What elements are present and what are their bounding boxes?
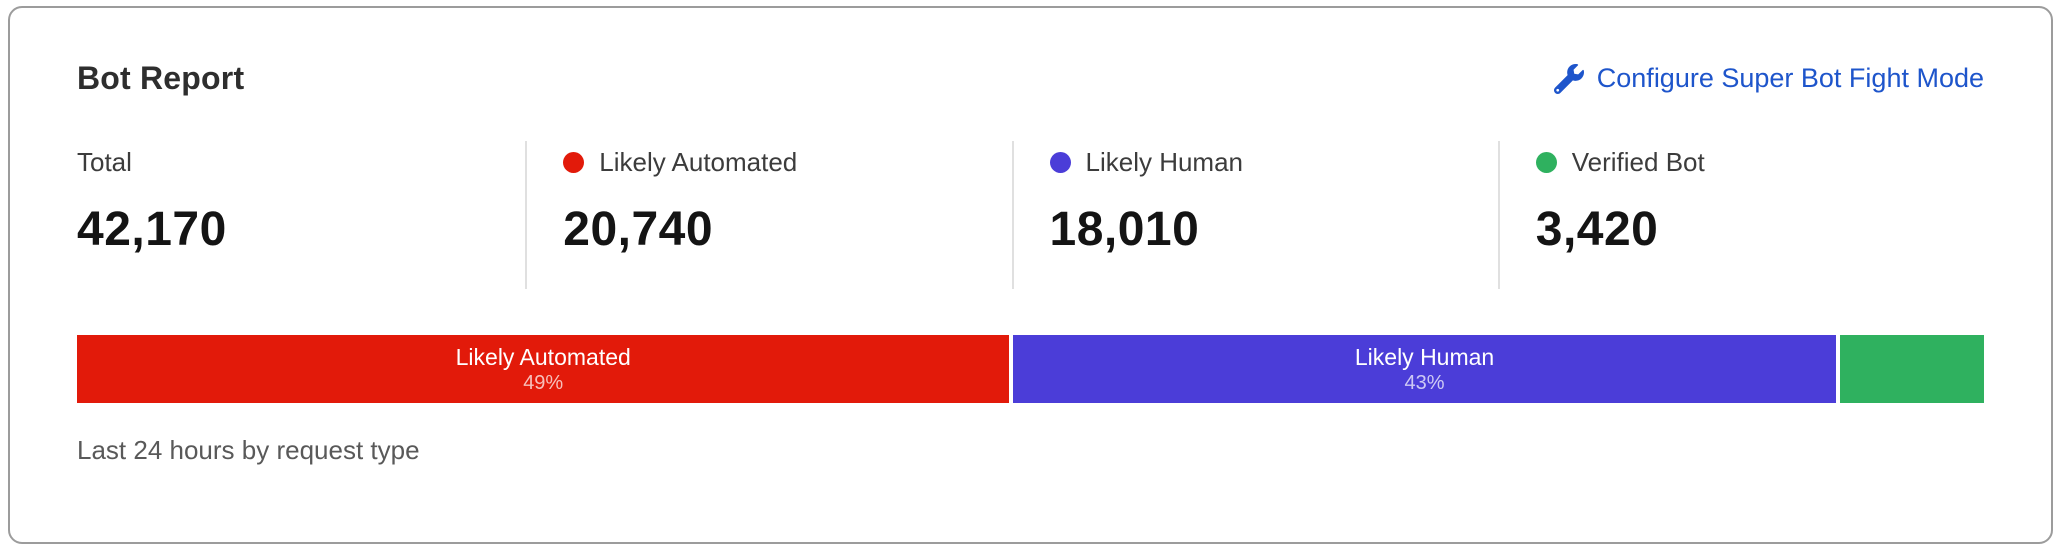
bar-segment-label: Likely Automated [455, 343, 631, 370]
configure-link-label: Configure Super Bot Fight Mode [1596, 63, 1984, 93]
legend-dot [1049, 152, 1071, 173]
bar-segment-percentage: 49% [523, 372, 564, 395]
bar-segment-likely-human[interactable]: Likely Human 43% [1013, 335, 1836, 403]
stat-value: 3,420 [1535, 203, 1659, 256]
stat-label: Total [77, 147, 132, 177]
stat-value: 20,740 [563, 203, 714, 256]
stat-label: Likely Automated [599, 147, 798, 177]
stat-total: Total 42,170 [77, 141, 525, 289]
bar-segment-label: Likely Human [1354, 343, 1495, 370]
stat-label: Verified Bot [1571, 147, 1705, 177]
request-type-stacked-bar: Likely Automated 49% Likely Human 43% [77, 335, 1984, 403]
page-title: Bot Report [77, 60, 245, 96]
card-header: Bot Report Configure Super Bot Fight Mod… [77, 60, 1984, 97]
bar-segment-verified-bot[interactable] [1839, 335, 1984, 403]
bar-segment-percentage: 43% [1404, 372, 1445, 395]
stat-value: 42,170 [77, 203, 227, 256]
bar-caption: Last 24 hours by request type [77, 435, 420, 465]
stats-row: Total 42,170 Likely Automated 20,740 Lik… [77, 141, 1984, 289]
legend-dot [1535, 152, 1557, 173]
stat-verified-bot: Verified Bot 3,420 [1497, 141, 1984, 289]
bar-segment-likely-automated[interactable]: Likely Automated 49% [77, 335, 1010, 403]
legend-dot [563, 152, 585, 173]
wrench-icon [1553, 63, 1584, 94]
stat-likely-automated: Likely Automated 20,740 [525, 141, 1011, 289]
configure-super-bot-fight-mode-link[interactable]: Configure Super Bot Fight Mode [1553, 63, 1984, 94]
stat-value: 18,010 [1049, 203, 1200, 256]
bot-report-card: Bot Report Configure Super Bot Fight Mod… [8, 6, 2053, 544]
stat-label: Likely Human [1085, 147, 1244, 177]
stat-likely-human: Likely Human 18,010 [1011, 141, 1498, 289]
